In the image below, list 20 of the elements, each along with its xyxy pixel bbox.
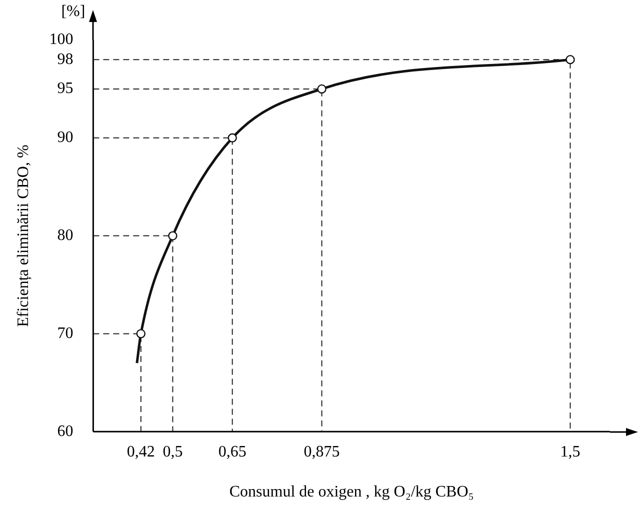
point: [136, 329, 146, 338]
point: [566, 54, 575, 64]
point: [317, 84, 326, 94]
y-tick-label: 100: [49, 31, 74, 48]
x-tick-label: 0,5: [162, 443, 183, 460]
x-tick-label: 1,5: [560, 443, 580, 460]
y-axis-title: Eficiența eliminării CBO, %: [14, 144, 32, 327]
y-tick-label: 90: [57, 129, 74, 146]
x-tick-label: 0,65: [218, 443, 246, 460]
point: [228, 133, 237, 142]
x-tick-label: 0,875: [304, 443, 340, 460]
y-tick-label: 98: [57, 50, 74, 68]
y-tick-label: 70: [57, 324, 74, 342]
point: [168, 231, 178, 240]
text: [%]: [61, 3, 86, 20]
y-tick-label: 95: [57, 80, 74, 98]
y-tick-label: 80: [57, 227, 74, 244]
x-tick-label: 0,42: [126, 443, 155, 460]
y-tick-label: 60: [57, 422, 74, 440]
x-axis-title: Consumul de oxigen , kg O₂/kg CBO₅: [229, 484, 474, 501]
